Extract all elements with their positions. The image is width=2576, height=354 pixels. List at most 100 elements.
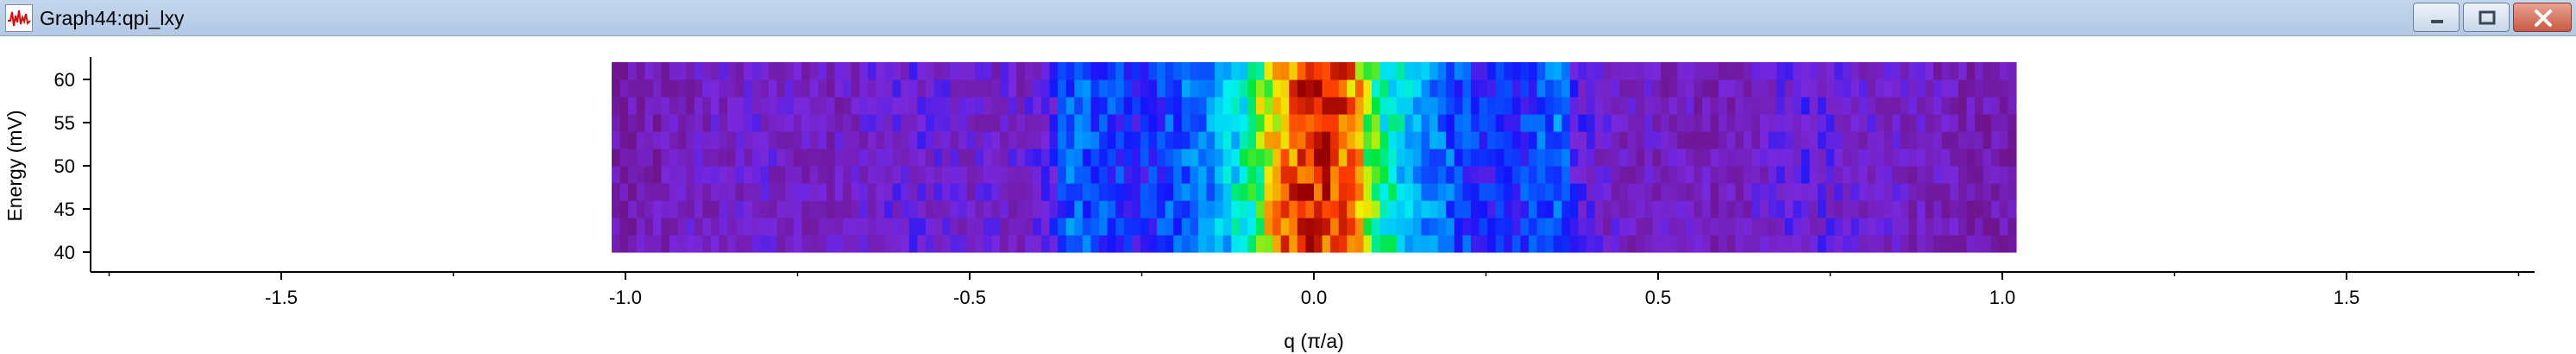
heatmap-cell: [1752, 79, 1761, 98]
heatmap-cell: [744, 235, 752, 253]
heatmap-cell: [637, 218, 645, 236]
heatmap-cell: [1570, 183, 1579, 201]
heatmap-cell: [1265, 166, 1273, 184]
heatmap-cell: [1512, 200, 1521, 218]
heatmap-cell: [1892, 235, 1901, 253]
heatmap-cell: [1512, 114, 1521, 132]
heatmap-cell: [1950, 235, 1958, 253]
heatmap-cell: [653, 131, 662, 149]
heatmap-cell: [1496, 79, 1505, 98]
heatmap-cell: [1165, 79, 1174, 98]
heatmap-cell: [992, 183, 1001, 201]
heatmap-cell: [1429, 97, 1438, 115]
heatmap-cell: [1355, 218, 1364, 236]
heatmap-cell: [1323, 62, 1331, 80]
heatmap-cell: [1265, 200, 1273, 218]
heatmap-cell: [1776, 149, 1785, 167]
heatmap-cell: [1198, 114, 1207, 132]
heatmap-cell: [851, 166, 860, 184]
heatmap-cell: [1776, 97, 1785, 115]
heatmap-cell: [1330, 149, 1339, 167]
heatmap-cell: [752, 149, 761, 167]
heatmap-cell: [1297, 114, 1306, 132]
heatmap-cell: [785, 62, 794, 80]
window-titlebar[interactable]: Graph44:qpi_lxy: [0, 0, 2576, 36]
close-button[interactable]: [2513, 3, 2572, 32]
heatmap-cell: [1711, 235, 1719, 253]
heatmap-cell: [1545, 62, 1554, 80]
heatmap-cell: [1967, 114, 1976, 132]
heatmap-cell: [1785, 166, 1794, 184]
heatmap-cell: [678, 114, 687, 132]
heatmap-cell: [1810, 62, 1819, 80]
heatmap-cell: [1148, 235, 1157, 253]
heatmap-cell: [686, 166, 694, 184]
heatmap-cell: [719, 218, 728, 236]
x-axis-label: q (π/a): [1284, 330, 1344, 352]
heatmap-cell: [1363, 131, 1372, 149]
heatmap-cell: [1380, 97, 1389, 115]
heatmap-cell: [612, 200, 620, 218]
heatmap-cell: [1529, 97, 1537, 115]
heatmap-cell: [1603, 166, 1612, 184]
heatmap-cell: [1041, 62, 1050, 80]
heatmap-cell: [1561, 218, 1570, 236]
heatmap-cell: [1520, 97, 1529, 115]
heatmap-cell: [1190, 149, 1198, 167]
heatmap-cell: [1281, 62, 1290, 80]
heatmap-cell: [868, 200, 876, 218]
heatmap-cell: [1496, 149, 1505, 167]
heatmap-cell: [1942, 97, 1951, 115]
heatmap-cell: [644, 218, 653, 236]
heatmap-cell: [1554, 62, 1562, 80]
heatmap-cell: [1752, 166, 1761, 184]
heatmap-cell: [1380, 200, 1389, 218]
heatmap-cell: [719, 79, 728, 98]
heatmap-cell: [1537, 166, 1546, 184]
heatmap-cell: [835, 166, 844, 184]
graph-app-icon[interactable]: [5, 4, 33, 32]
heatmap-cell: [1760, 183, 1769, 201]
heatmap-cell: [801, 62, 810, 80]
heatmap-cell: [1083, 218, 1091, 236]
heatmap-cell: [1826, 79, 1835, 98]
heatmap-cell: [1636, 218, 1644, 236]
heatmap-cell: [686, 235, 694, 253]
heatmap-cell: [1926, 218, 1934, 236]
heatmap-cell: [1801, 114, 1810, 132]
heatmap-cell: [1917, 200, 1926, 218]
heatmap-cell: [752, 114, 761, 132]
heatmap-cell: [1496, 62, 1505, 80]
heatmap-cell: [1372, 62, 1380, 80]
heatmap-cell: [669, 183, 678, 201]
heatmap-cell: [818, 131, 826, 149]
heatmap-cell: [1454, 131, 1463, 149]
heatmap-cell: [1926, 114, 1934, 132]
heatmap-cell: [1033, 166, 1041, 184]
minimize-button[interactable]: [2413, 3, 2460, 32]
heatmap-cell: [736, 166, 745, 184]
heatmap-cell: [653, 79, 662, 98]
heatmap-cell: [1066, 97, 1075, 115]
heatmap-cell: [1801, 149, 1810, 167]
heatmap-cell: [1372, 235, 1380, 253]
heatmap-cell: [958, 166, 967, 184]
heatmap-cell: [1875, 218, 1884, 236]
heatmap-cell: [1363, 79, 1372, 98]
heatmap-cell: [1926, 166, 1934, 184]
heatmap-cell: [1372, 166, 1380, 184]
heatmap-cell: [1908, 166, 1917, 184]
maximize-button[interactable]: [2463, 3, 2510, 32]
heatmap-cell: [760, 200, 769, 218]
heatmap-cell: [669, 79, 678, 98]
heatmap-cell: [1355, 235, 1364, 253]
heatmap-cell: [1727, 200, 1736, 218]
heatmap-cell: [1942, 200, 1951, 218]
heatmap-cell: [702, 235, 711, 253]
heatmap-cell: [1198, 218, 1207, 236]
heatmap-cell: [1504, 166, 1512, 184]
heatmap-cell: [1834, 114, 1843, 132]
heatmap-cell: [1446, 114, 1454, 132]
heatmap-cell: [835, 218, 844, 236]
